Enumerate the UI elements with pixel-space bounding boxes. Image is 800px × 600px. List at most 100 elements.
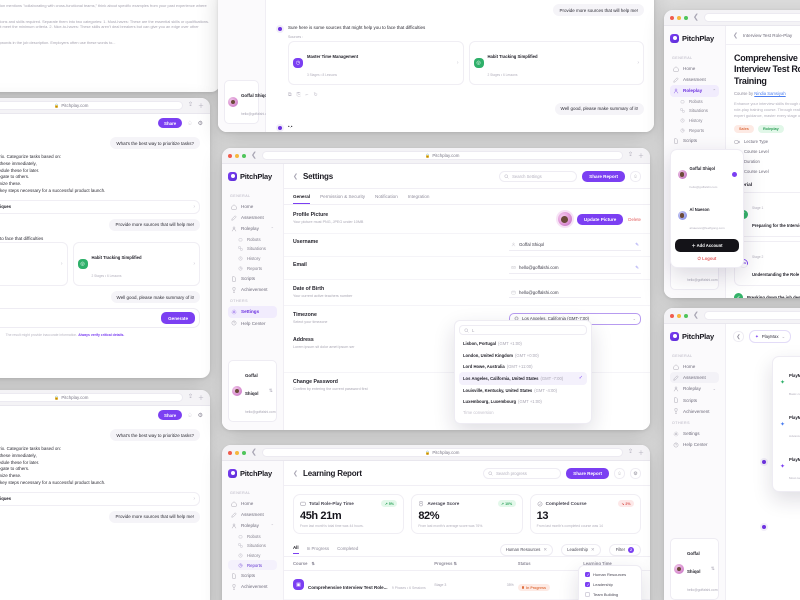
chevron-up-icon[interactable]: ⌃ <box>712 88 716 94</box>
account-popover[interactable]: Goffal Shiqol hello@goffalshi.com Al Nae… <box>670 149 744 268</box>
toolbar-icons[interactable]: ⇪ ＋ <box>628 151 644 160</box>
tab-all[interactable]: All <box>293 545 299 555</box>
user-card[interactable]: Goffal Shiqol hello@goffalshi.com ⇅ <box>670 538 719 600</box>
url-bar[interactable]: 🔒 Pitchplay.com <box>261 151 623 160</box>
sidebar-item-scripts[interactable]: Scripts <box>228 570 277 581</box>
sidebar-item-settings[interactable]: Settings <box>228 306 277 318</box>
filter-option[interactable]: Human Resources <box>582 569 638 579</box>
back-icon[interactable]: ❮ <box>251 152 257 159</box>
tab-completed[interactable]: Completed <box>337 545 359 551</box>
minimize-button[interactable] <box>677 313 681 318</box>
timezone-search-input[interactable]: L <box>459 325 587 335</box>
url-bar[interactable] <box>703 311 800 320</box>
tab-general[interactable]: General <box>293 189 311 205</box>
timezone-option[interactable]: London, United Kingdom (GMT +0:00) <box>459 349 587 360</box>
sidebar-subitem-reports[interactable]: Reports <box>670 125 719 135</box>
share-report-button[interactable]: Share Report <box>582 171 625 183</box>
email-field[interactable]: hello@goffalshi.com ✎ <box>509 262 641 275</box>
sidebar-item-assesment[interactable]: Assesment <box>228 509 277 520</box>
gear-icon[interactable]: ⚙ <box>630 468 641 480</box>
sidebar-subitem-situations[interactable]: Situations <box>228 541 277 551</box>
user-card[interactable]: Goffal Shiqol hello@goffalshi.com ⇅ <box>228 360 277 422</box>
back-icon[interactable]: ❮ <box>251 449 257 456</box>
bookmark-icon[interactable]: ⎘ <box>296 91 301 98</box>
share-icon[interactable]: ⇪ <box>187 394 193 400</box>
minimize-button[interactable] <box>235 153 239 158</box>
bell-icon[interactable]: ♤ <box>630 171 641 183</box>
sidebar-item-roleplay[interactable]: Roleplay ⌃ <box>228 520 277 531</box>
maximize-button[interactable] <box>684 313 688 318</box>
material-row[interactable]: ✓ Breaking down the job description <box>734 290 800 298</box>
user-card[interactable]: Goffal Shiqol hello@goffalshi.com ⇅ <box>224 80 279 124</box>
gear-icon[interactable]: ⚙ <box>197 120 203 127</box>
sidebar-item-roleplay[interactable]: Roleplay ⌃ <box>228 223 277 234</box>
chevron-up-icon[interactable]: ⌃ <box>270 226 274 232</box>
delete-picture-button[interactable]: Delete <box>628 216 641 222</box>
username-field[interactable]: Goffal Shiqol ✎ <box>509 239 641 252</box>
source-card[interactable]: Focus and deep work techniques › <box>0 199 200 214</box>
window-controls[interactable] <box>670 313 688 318</box>
timezone-option[interactable]: Lord Howe, Australia (GMT +11:00) <box>459 361 587 372</box>
share-icon[interactable]: ⇪ <box>187 102 193 108</box>
window-controls[interactable] <box>228 450 246 455</box>
model-option[interactable]: ✦ PlayMax Most capable model <box>777 445 800 487</box>
account-row[interactable]: Al Naeson alnaeson@feelfgong.com <box>675 195 739 236</box>
filter-button[interactable]: Filter 2 <box>608 543 641 556</box>
sidebar-item-home[interactable]: Home <box>670 361 719 372</box>
maximize-button[interactable] <box>242 450 246 455</box>
filter-option[interactable]: Team Building <box>582 589 638 599</box>
sidebar-item-achievement[interactable]: Achievement <box>670 406 719 417</box>
date-of-birth-field[interactable]: hello@goffalshi.com <box>509 287 641 299</box>
composer[interactable]: Generate <box>0 308 200 328</box>
sidebar-subitem-history[interactable]: History <box>670 116 719 126</box>
sidebar-item-settings[interactable]: Settings <box>670 428 719 439</box>
sidebar-item-help-center[interactable]: Help Center <box>228 318 277 329</box>
back-icon[interactable]: ❮ <box>293 471 299 478</box>
column-learning-time[interactable]: Learning Time <box>583 560 612 566</box>
sidebar-subitem-history[interactable]: History <box>228 254 277 264</box>
sidebar-subitem-situations[interactable]: Situations <box>228 244 277 254</box>
search-input[interactable]: Search progress <box>483 468 562 480</box>
back-icon[interactable]: ❮ <box>693 312 699 319</box>
copy-icon[interactable]: ⧉ <box>288 91 292 98</box>
column-status[interactable]: Status <box>517 560 531 566</box>
active-filter-chip[interactable]: Human Resources ✕ <box>499 543 554 556</box>
url-bar[interactable]: 🔒 Pitchplay.com <box>261 448 623 457</box>
chevron-updown-icon[interactable]: ⇅ <box>268 388 273 394</box>
timezone-option[interactable]: Lisbon, Portugal (GMT +1:00) <box>459 338 587 349</box>
logout-button[interactable]: ⏻ Logout <box>697 256 717 261</box>
tab-permission-security[interactable]: Permission & Security <box>320 194 366 200</box>
sidebar-subitem-robots[interactable]: Robots <box>670 97 719 107</box>
author-link[interactable]: Nindia Samsiyah <box>754 90 786 96</box>
active-filter-chip[interactable]: Leadership ✕ <box>561 543 601 556</box>
url-bar[interactable]: 🔒 Pitchplay.com <box>0 101 183 110</box>
tab-integration[interactable]: Integration <box>407 194 430 200</box>
model-selector-button[interactable]: ✦ PlayMax ⌄ <box>749 330 792 343</box>
sidebar-item-roleplay[interactable]: Roleplay ⌄ <box>670 383 719 394</box>
chevron-down-icon[interactable]: ⌄ <box>712 386 716 392</box>
checkbox-checked[interactable] <box>585 581 590 587</box>
plus-icon[interactable]: ＋ <box>637 154 644 160</box>
plus-icon[interactable]: ＋ <box>637 451 644 457</box>
filter-dropdown[interactable]: Human Resources Leadership Team Building… <box>578 565 642 600</box>
source-card[interactable]: ◎ Habit Tracking Simplified 2 Stages • 6… <box>468 40 644 85</box>
back-icon[interactable]: ❮ <box>733 33 739 39</box>
share-icon[interactable]: ⇪ <box>627 449 633 455</box>
toolbar-icons[interactable]: ⇪ ＋ <box>188 393 204 402</box>
close-icon[interactable]: ✕ <box>590 546 595 552</box>
plus-icon[interactable]: ＋ <box>197 396 204 402</box>
generate-button[interactable]: Generate <box>161 312 195 324</box>
sidebar-item-scripts[interactable]: Scripts <box>228 273 277 284</box>
window-controls[interactable] <box>228 153 246 158</box>
thumbs-down-icon[interactable]: ⌐ <box>305 91 309 98</box>
chevron-updown-icon[interactable]: ⇅ <box>710 566 715 572</box>
plus-icon[interactable]: ＋ <box>197 104 204 110</box>
sidebar-subitem-robots[interactable]: Robots <box>228 235 277 245</box>
sidebar-item-home[interactable]: Home <box>228 498 277 509</box>
sidebar-item-achievement[interactable]: Achievement <box>228 581 277 592</box>
bell-icon[interactable]: ♤ <box>187 120 193 127</box>
sidebar-subitem-reports[interactable]: Reports <box>228 560 277 570</box>
close-button[interactable] <box>670 15 674 20</box>
source-card[interactable]: ◎ Habit Tracking Simplified 2 Stages • 6… <box>72 242 200 287</box>
source-card[interactable]: Focus and deep work techniques › <box>0 491 200 506</box>
